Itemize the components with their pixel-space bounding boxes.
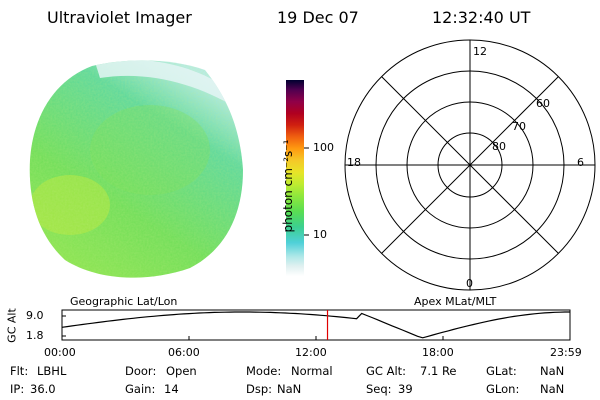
polar-label-18: 18 (347, 156, 361, 169)
orbit-right-label: Apex MLat/MLT (414, 295, 497, 308)
orbit-x-tick-0600: 06:00 (168, 346, 200, 359)
seq-label: Seq: (366, 382, 392, 396)
colorbar-tick-10: 10 (313, 228, 327, 241)
polar-label-6: 6 (577, 156, 584, 169)
polar-lat-70: 70 (512, 120, 526, 133)
glat-label: GLat: (486, 364, 517, 378)
polar-grid (344, 39, 596, 291)
gain-value: 14 (164, 382, 179, 396)
dsp-value: NaN (277, 382, 302, 396)
colorbar (286, 80, 309, 276)
mode-label: Mode: (246, 364, 282, 378)
dsp-label: Dsp: (246, 382, 273, 396)
door-label: Door: (125, 364, 157, 378)
orbit-x-tick-2359: 23:59 (550, 346, 582, 359)
date-label: 19 Dec 07 (277, 8, 359, 27)
seq-value: 39 (398, 382, 413, 396)
orbit-left-label: Geographic Lat/Lon (70, 295, 178, 308)
ip-label: IP: (10, 382, 25, 396)
glon-label: GLon: (486, 382, 520, 396)
polar-label-0: 0 (466, 277, 473, 290)
glat-value: NaN (540, 364, 565, 378)
orbit-y-tick-9: 9.0 (26, 309, 44, 322)
orbit-plot (61, 309, 571, 341)
flt-value: LBHL (37, 364, 67, 378)
orbit-x-tick-1800: 18:00 (422, 346, 454, 359)
colorbar-unit-label: photon cm⁻²s⁻¹ (281, 139, 295, 233)
orbit-x-tick-0000: 00:00 (44, 346, 76, 359)
time-label: 12:32:40 UT (432, 8, 531, 27)
polar-lat-80: 80 (492, 140, 506, 153)
gcalt-label: GC Alt: (366, 364, 407, 378)
uv-earth-image (29, 60, 243, 278)
orbit-y-title: GC Alt (5, 308, 19, 343)
glon-value: NaN (540, 382, 565, 396)
flt-label: Flt: (10, 364, 29, 378)
ip-value: 36.0 (30, 382, 56, 396)
gain-label: Gain: (125, 382, 156, 396)
polar-lat-60: 60 (536, 97, 550, 110)
door-value: Open (166, 364, 197, 378)
orbit-x-tick-1200: 12:00 (295, 346, 327, 359)
gcalt-value: 7.1 Re (420, 364, 457, 378)
instrument-title: Ultraviolet Imager (47, 8, 192, 27)
mode-value: Normal (291, 364, 333, 378)
polar-label-12: 12 (473, 45, 487, 58)
orbit-y-tick-1-8: 1.8 (26, 329, 44, 342)
colorbar-tick-100: 100 (313, 141, 334, 154)
